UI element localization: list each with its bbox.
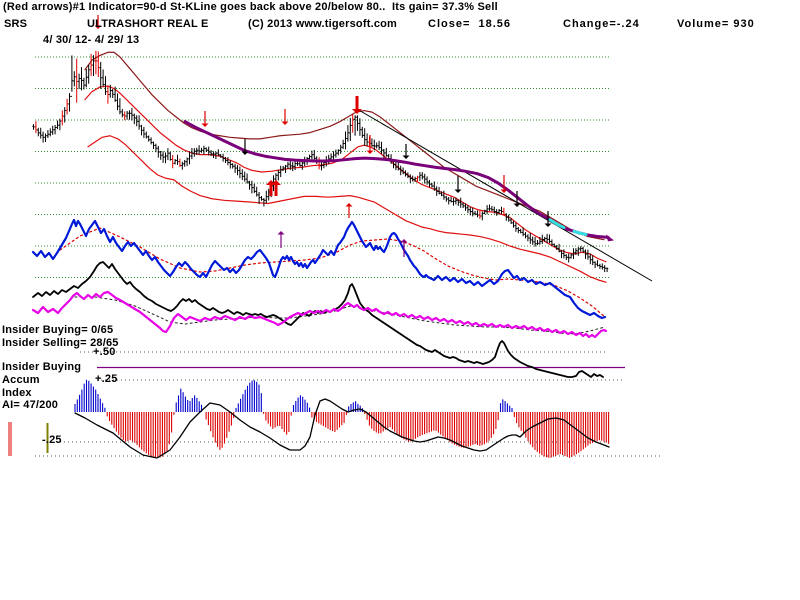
purple-ma-arrowhead [606, 234, 614, 242]
copyright: (C) 2013 www.tigersoft.com [248, 18, 398, 30]
signal-arrow-head [400, 239, 408, 243]
change-value: Change=-.24 [563, 18, 640, 30]
signal-arrow-head [513, 203, 521, 207]
signal-arrow-head [402, 155, 410, 159]
signal-arrow-head [277, 231, 285, 235]
signal-arrow-head [201, 123, 209, 127]
closing-power-line [31, 218, 607, 320]
close-value: Close= 18.56 [428, 18, 512, 30]
cp-red-dotted-ma [59, 227, 606, 318]
lower-band [87, 135, 607, 283]
date-range: 4/ 30/ 12- 4/ 29/ 13 [43, 34, 140, 46]
signal-arrow-head [241, 151, 249, 155]
signal-arrow-head [544, 223, 552, 227]
ai-label: AI= 47/200 [2, 399, 59, 411]
trendline [356, 108, 653, 282]
minus25-label: -.25 [42, 434, 62, 446]
black-dotted-ma [74, 296, 606, 335]
security-name: ULTRASHORT REAL E [87, 18, 209, 30]
insider-selling-label: Insider Selling= 28/65 [2, 337, 119, 349]
signal-arrow-head [345, 203, 353, 207]
plus25-label: +.25 [95, 373, 118, 385]
plus50-label: +.50 [93, 346, 116, 358]
insider-buying-label: Insider Buying= 0/65 [2, 324, 114, 336]
middle-band [84, 85, 607, 263]
indicator1-legend: (Red arrows)#1 Indicator=90-d St-KLine g… [3, 1, 498, 13]
signal-arrow-head [366, 150, 374, 154]
cyan-ma-segment [572, 229, 588, 237]
signal-arrow-head [281, 121, 289, 125]
upper-band [84, 51, 605, 241]
signal-arrow-head [271, 180, 281, 185]
ticker-symbol: SRS [4, 18, 28, 30]
index-label: Index [2, 387, 32, 399]
signal-arrow-head [94, 25, 102, 29]
purple-ma [183, 120, 610, 239]
ai-ma-line [74, 398, 610, 459]
accum-label: Accum [2, 374, 40, 386]
cyan-ma-segment [548, 218, 566, 230]
signal-arrow-head [352, 109, 362, 114]
signal-arrow-head [500, 189, 508, 193]
signal-arrow-head [454, 189, 462, 193]
volume-value: Volume= 930 [677, 18, 755, 30]
insider-buying2-label: Insider Buying [2, 361, 82, 373]
obv-line [31, 290, 608, 339]
